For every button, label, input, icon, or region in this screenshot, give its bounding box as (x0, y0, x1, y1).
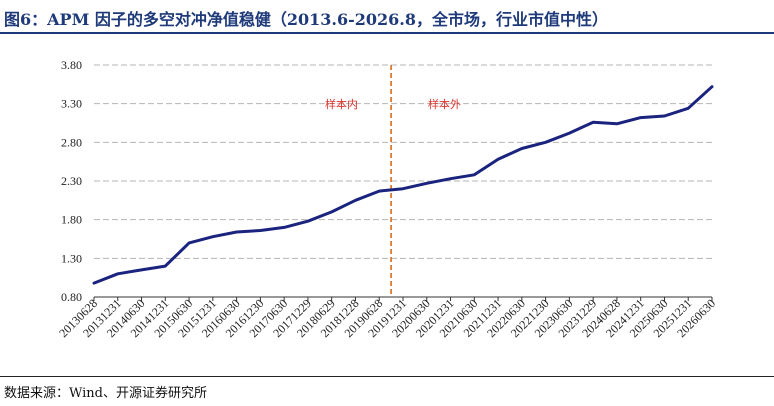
source-note: 数据来源：Wind、开源证券研究所 (4, 386, 207, 401)
y-tick-label: 2.80 (61, 135, 82, 149)
y-tick-label: 3.30 (61, 97, 82, 111)
footer-divider (0, 376, 774, 377)
out-sample-label: 样本外 (428, 97, 461, 111)
grid-lines (94, 64, 712, 259)
in-sample-label: 样本内 (325, 97, 358, 111)
y-tick-label: 0.80 (61, 290, 82, 304)
chart-svg: 0.80 1.30 1.80 2.30 2.80 3.30 3.80 20130628201… (56, 58, 718, 340)
chart-title: 图6：APM 因子的多空对冲净值稳健（2013.6-2026.8，全市场，行业市… (4, 10, 608, 29)
y-tick-label: 1.30 (61, 251, 82, 265)
y-tick-label: 1.80 (61, 213, 82, 227)
y-tick-label: 3.80 (61, 58, 82, 72)
title-divider (0, 32, 774, 34)
y-tick-label: 2.30 (61, 174, 82, 188)
series-line (92, 85, 714, 285)
x-axis: 2013062820131231201406302014123120150630… (56, 296, 718, 340)
series-layer (92, 85, 714, 285)
y-axis: 0.80 1.30 1.80 2.30 2.80 3.30 3.80 (61, 58, 82, 304)
